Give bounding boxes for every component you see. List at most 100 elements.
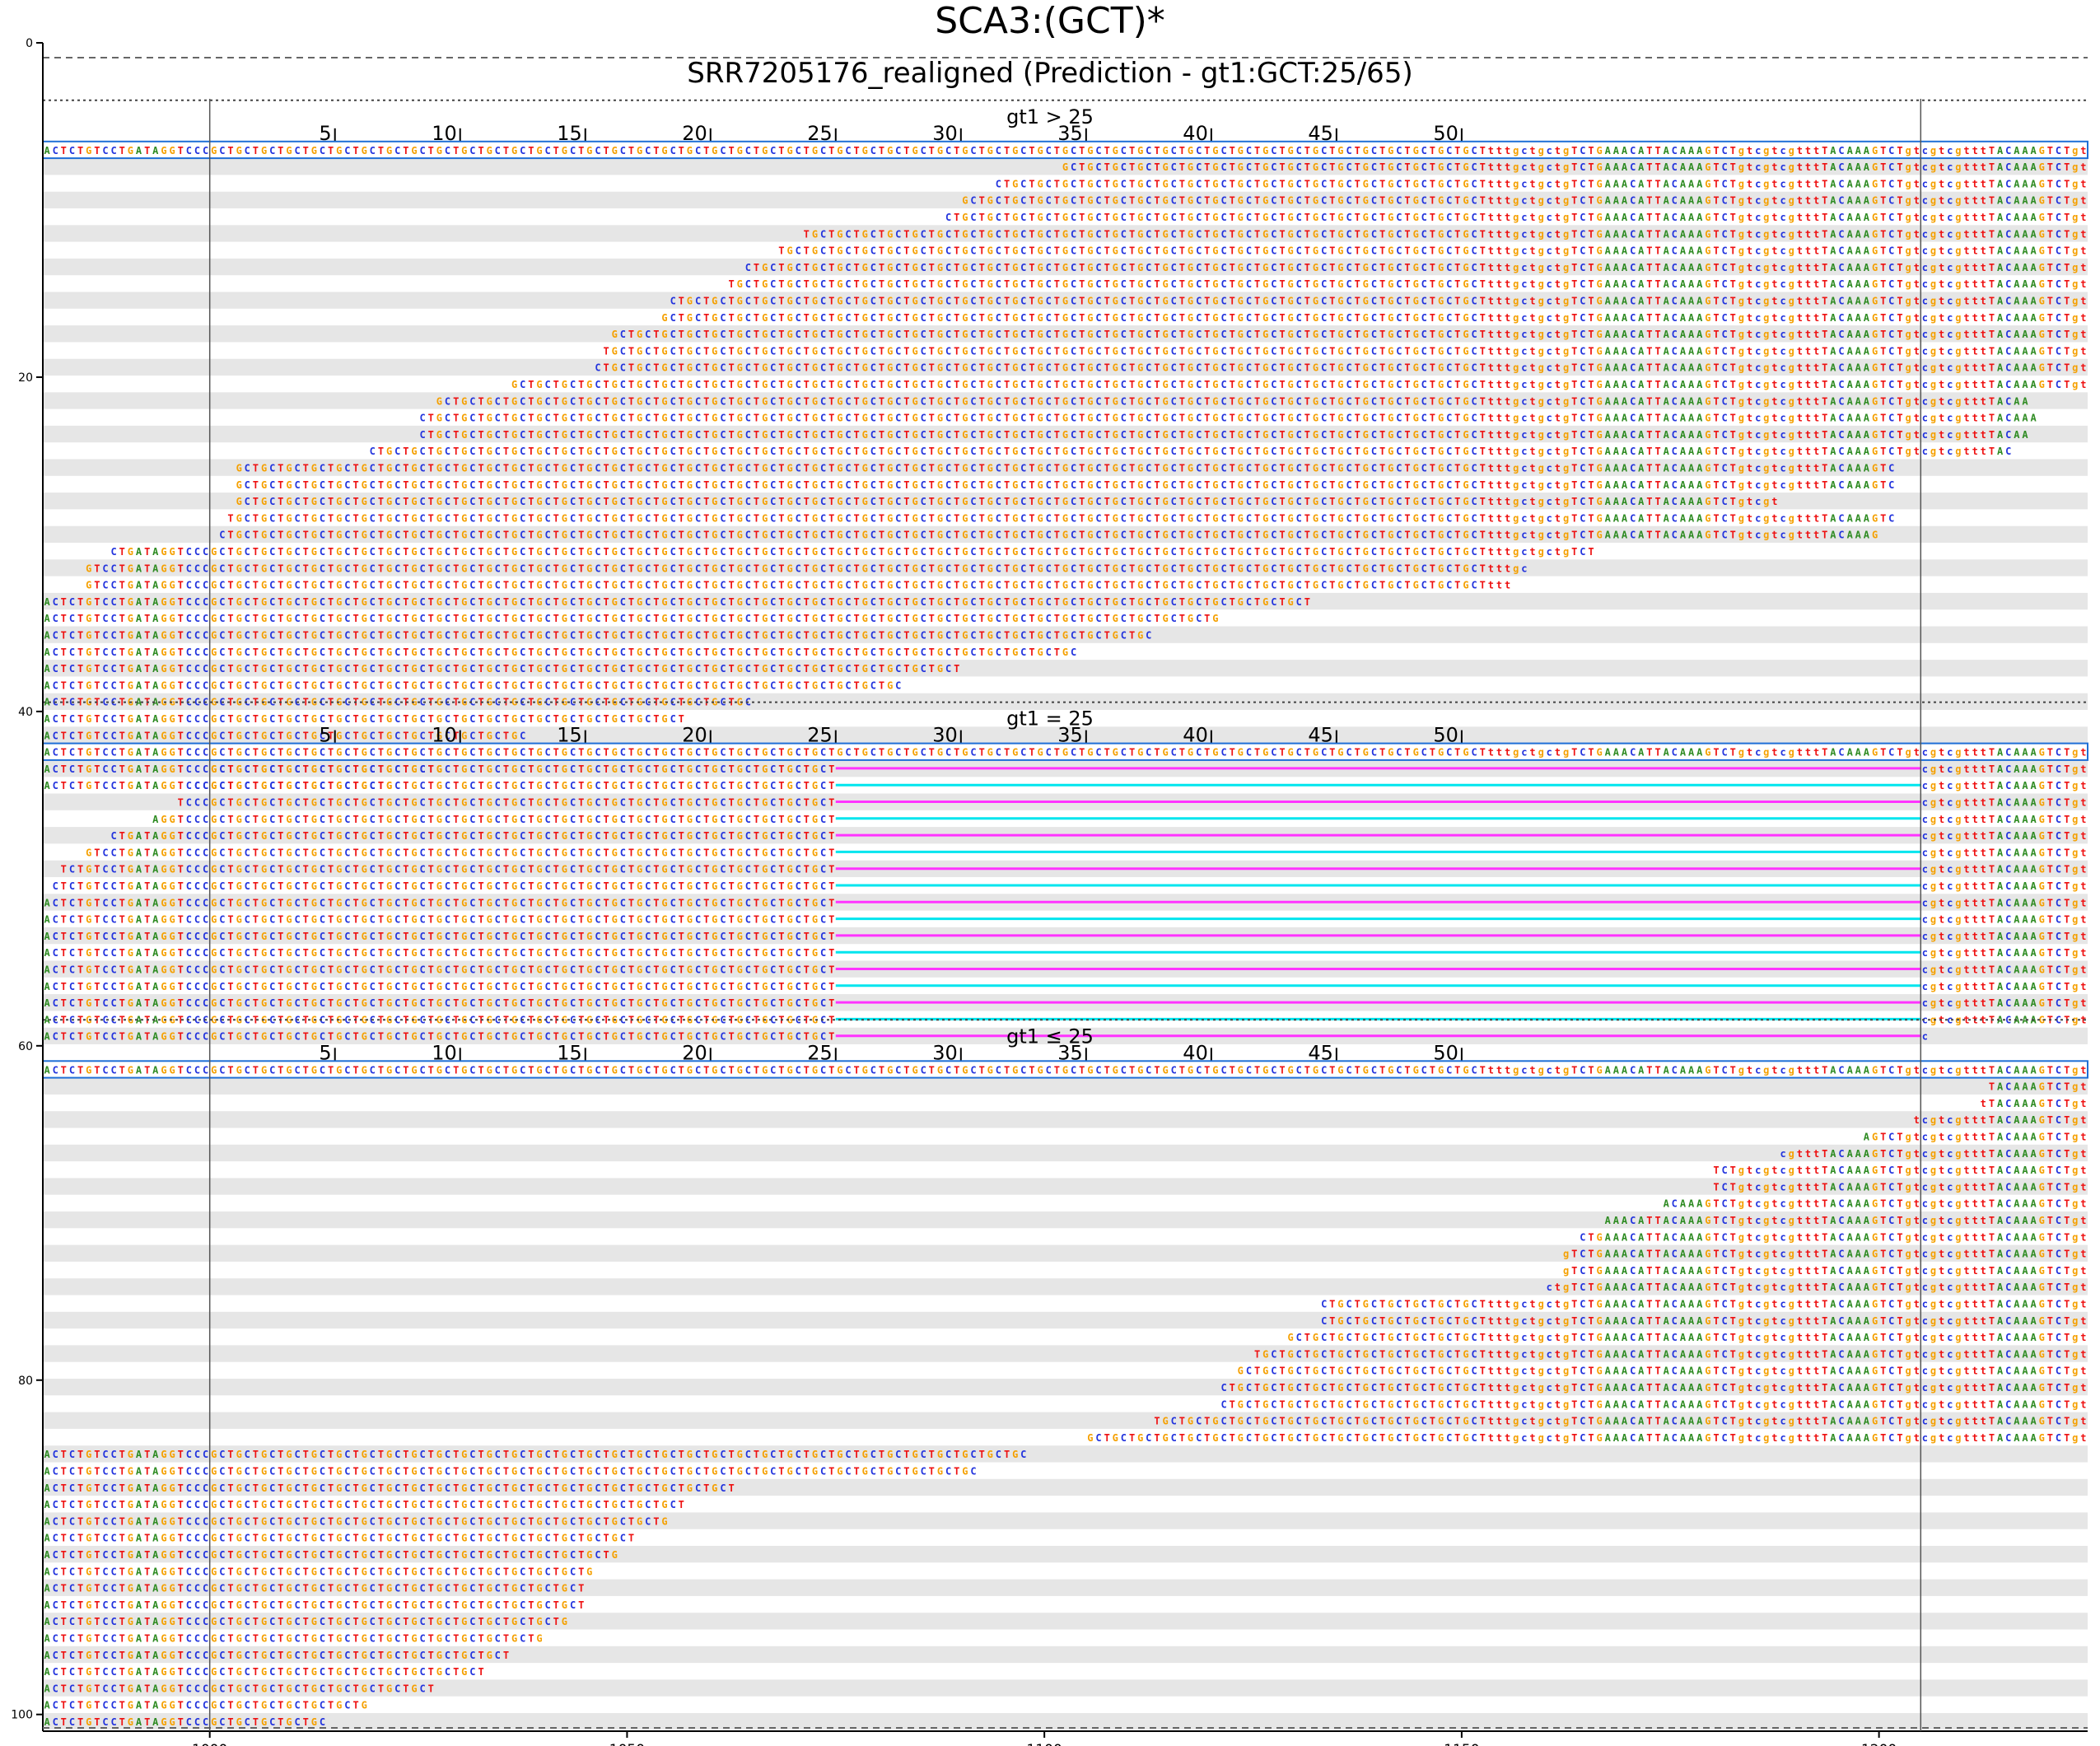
base-glyph: C [110, 580, 116, 591]
base-glyph: G [937, 596, 943, 608]
base-glyph: C [720, 296, 726, 307]
base-glyph: T [1430, 312, 1435, 324]
base-glyph: T [1079, 362, 1085, 374]
base-glyph: C [1071, 296, 1076, 307]
base-glyph: T [1029, 245, 1034, 257]
base-glyph: C [1095, 580, 1101, 591]
base-glyph: t [1771, 329, 1777, 340]
base-glyph: C [1171, 312, 1177, 324]
base-glyph: C [970, 278, 976, 290]
base-glyph: A [152, 580, 159, 591]
base-glyph: T [1004, 446, 1010, 457]
base-glyph: T [328, 530, 334, 541]
base-glyph: C [370, 580, 376, 591]
base-glyph: T [1230, 446, 1235, 457]
base-glyph: t [2080, 245, 2086, 257]
base-glyph: C [1246, 429, 1252, 441]
base-glyph: T [1430, 496, 1435, 507]
base-glyph: A [1997, 278, 2004, 290]
base-glyph: C [110, 630, 116, 642]
base-glyph: A [1680, 512, 1687, 524]
base-glyph: T [853, 395, 859, 407]
base-glyph: C [1888, 329, 1894, 340]
base-glyph: G [737, 429, 743, 441]
base-glyph: G [962, 463, 968, 474]
base-glyph: C [770, 329, 776, 340]
base-glyph: C [796, 296, 801, 307]
base-glyph: G [887, 245, 893, 257]
base-glyph: C [1371, 413, 1377, 424]
base-glyph: g [1905, 446, 1911, 457]
base-glyph: C [1046, 278, 1052, 290]
base-glyph: C [1630, 530, 1636, 541]
base-glyph: g [1930, 262, 1936, 273]
base-glyph: G [812, 413, 818, 424]
base-glyph: C [1196, 413, 1202, 424]
base-glyph: T [253, 613, 259, 624]
base-glyph: T [979, 613, 985, 624]
base-glyph: C [770, 580, 776, 591]
base-glyph: C [1580, 262, 1585, 273]
base-glyph: t [1805, 262, 1811, 273]
base-glyph: G [1438, 479, 1444, 491]
base-glyph: C [1721, 245, 1727, 257]
base-glyph: t [1914, 312, 1920, 324]
base-glyph: G [1705, 262, 1710, 273]
base-glyph: G [1162, 479, 1168, 491]
base-glyph: G [937, 429, 943, 441]
base-glyph: C [720, 345, 726, 357]
base-glyph: T [253, 463, 259, 474]
base-glyph: C [1046, 563, 1052, 574]
base-glyph: C [1321, 563, 1327, 574]
base-glyph: T [1571, 463, 1577, 474]
base-glyph: C [1672, 496, 1678, 507]
base-glyph: T [352, 596, 358, 608]
base-glyph: A [1864, 278, 1870, 290]
base-glyph: A [1696, 296, 1703, 307]
base-glyph: A [1847, 345, 1854, 357]
base-glyph: T [1054, 262, 1060, 273]
base-glyph: T [1254, 228, 1260, 240]
base-glyph: g [1955, 178, 1961, 189]
base-glyph: T [1204, 362, 1210, 374]
base-glyph: T [303, 512, 309, 524]
base-glyph: G [887, 296, 893, 307]
base-glyph: T [929, 278, 935, 290]
base-glyph: C [695, 630, 701, 642]
base-glyph: C [1321, 362, 1327, 374]
base-glyph: C [1121, 228, 1127, 240]
base-glyph: t [1488, 212, 1494, 223]
base-glyph: T [1104, 195, 1110, 207]
base-glyph: T [728, 496, 734, 507]
base-glyph: C [1271, 228, 1276, 240]
base-glyph: G [661, 429, 667, 441]
base-glyph: T [1329, 296, 1335, 307]
base-glyph: G [862, 379, 868, 390]
base-glyph: C [1421, 178, 1427, 189]
base-glyph: T [403, 563, 408, 574]
base-glyph: C [1580, 312, 1585, 324]
base-glyph: c [1947, 212, 1953, 223]
base-glyph: G [411, 613, 417, 624]
base-glyph: C [394, 596, 400, 608]
base-glyph: C [1321, 296, 1327, 307]
base-glyph: t [1505, 195, 1510, 207]
base-glyph: C [970, 228, 976, 240]
base-glyph: G [812, 530, 818, 541]
base-glyph: G [912, 463, 917, 474]
base-glyph: G [1212, 161, 1218, 173]
base-glyph: T [879, 296, 884, 307]
base-glyph: c [1521, 463, 1527, 474]
base-glyph: g [1789, 161, 1794, 173]
base-glyph: T [1029, 429, 1034, 441]
base-glyph: t [1496, 446, 1502, 457]
base-glyph: G [737, 479, 743, 491]
base-glyph: C [1888, 463, 1894, 474]
base-glyph: T [2064, 296, 2070, 307]
base-glyph: C [745, 530, 751, 541]
base-glyph: t [1972, 345, 1978, 357]
base-glyph: G [1705, 395, 1710, 407]
base-glyph: A [2014, 429, 2020, 441]
